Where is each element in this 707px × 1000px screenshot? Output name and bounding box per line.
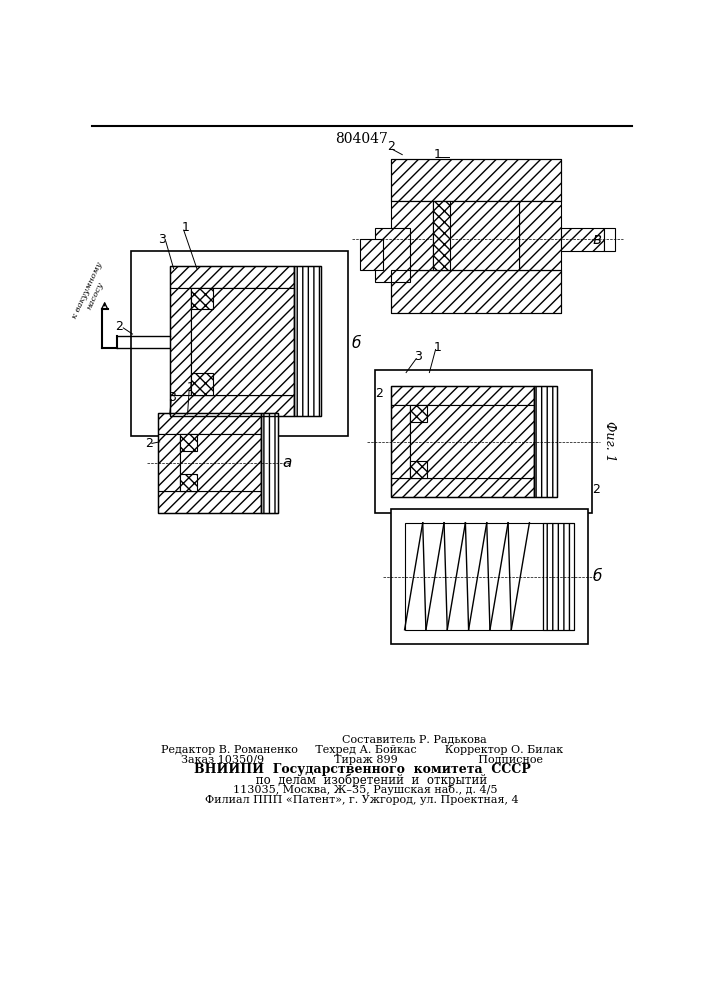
Bar xyxy=(261,413,279,513)
Bar xyxy=(158,413,261,513)
Bar xyxy=(391,158,561,201)
Bar xyxy=(391,201,433,270)
Bar xyxy=(391,270,561,312)
Bar xyxy=(131,251,348,436)
Bar xyxy=(375,228,410,282)
Text: 1: 1 xyxy=(187,381,194,394)
Text: 1: 1 xyxy=(433,341,441,354)
Bar xyxy=(534,386,557,497)
Text: Редактор В. Романенко     Техред А. Бойкас        Корректор О. Билак: Редактор В. Романенко Техред А. Бойкас К… xyxy=(161,745,563,755)
Bar xyxy=(192,288,293,395)
Bar xyxy=(170,266,293,288)
Bar xyxy=(375,370,592,513)
Bar xyxy=(261,413,279,513)
Text: в: в xyxy=(592,232,601,247)
Bar xyxy=(534,386,557,497)
Text: по  делам  изобретений  и  открытий: по делам изобретений и открытий xyxy=(237,773,487,787)
Bar xyxy=(158,413,279,434)
Text: Филиал ППП «Патент», г. Ужгород, ул. Проектная, 4: Филиал ППП «Патент», г. Ужгород, ул. Про… xyxy=(205,795,519,805)
Bar xyxy=(391,158,561,201)
Text: ВНИИПИ  Государственного  комитета  СССР: ВНИИПИ Государственного комитета СССР xyxy=(194,763,530,776)
Bar xyxy=(391,386,534,405)
Bar xyxy=(604,228,615,251)
Text: 804047: 804047 xyxy=(336,132,388,146)
Text: 2: 2 xyxy=(387,140,395,153)
Text: 2: 2 xyxy=(592,483,600,496)
Bar xyxy=(391,478,534,497)
Bar xyxy=(180,434,197,451)
Text: 2: 2 xyxy=(115,320,123,333)
Bar xyxy=(293,266,321,416)
Bar xyxy=(192,288,213,309)
Bar xyxy=(543,523,574,630)
Text: а: а xyxy=(282,455,291,470)
Bar xyxy=(293,266,321,416)
Bar xyxy=(391,270,561,312)
Bar xyxy=(391,386,534,497)
Bar xyxy=(404,523,543,630)
Bar xyxy=(391,405,410,478)
Bar xyxy=(192,288,293,395)
Bar xyxy=(433,201,518,270)
Bar xyxy=(170,288,192,395)
Text: 2: 2 xyxy=(145,437,153,450)
Bar xyxy=(170,395,293,416)
Bar xyxy=(192,373,213,395)
Bar xyxy=(543,523,574,630)
Bar xyxy=(360,239,383,270)
Bar xyxy=(410,461,427,478)
Text: Составитель Р. Радькова: Составитель Р. Радькова xyxy=(341,735,486,745)
Text: б: б xyxy=(592,569,602,584)
Bar xyxy=(391,509,588,644)
Text: 1: 1 xyxy=(433,148,441,161)
Bar xyxy=(170,266,293,416)
Bar xyxy=(433,201,450,270)
Bar xyxy=(410,405,427,422)
Text: 3: 3 xyxy=(168,391,176,404)
Text: насосу: насосу xyxy=(86,280,105,311)
Bar xyxy=(180,474,197,491)
Bar xyxy=(180,434,261,491)
Text: 113035, Москва, Ж–35, Раушская наб., д. 4/5: 113035, Москва, Ж–35, Раушская наб., д. … xyxy=(226,784,498,795)
Text: к вакуумному: к вакуумному xyxy=(71,261,104,320)
Text: 3: 3 xyxy=(158,233,166,246)
Bar xyxy=(518,201,561,270)
Text: 2: 2 xyxy=(375,387,383,400)
Bar xyxy=(561,228,604,251)
Bar xyxy=(410,405,534,478)
Bar xyxy=(158,491,279,513)
Bar xyxy=(158,434,180,491)
Text: б: б xyxy=(352,336,361,351)
Text: Заказ 10350/9                    Тираж 899                       Подписное: Заказ 10350/9 Тираж 899 Подписное xyxy=(181,755,543,765)
Text: 3: 3 xyxy=(414,350,421,363)
Text: Фиг. 1: Фиг. 1 xyxy=(602,421,616,462)
Text: 1: 1 xyxy=(181,221,189,234)
